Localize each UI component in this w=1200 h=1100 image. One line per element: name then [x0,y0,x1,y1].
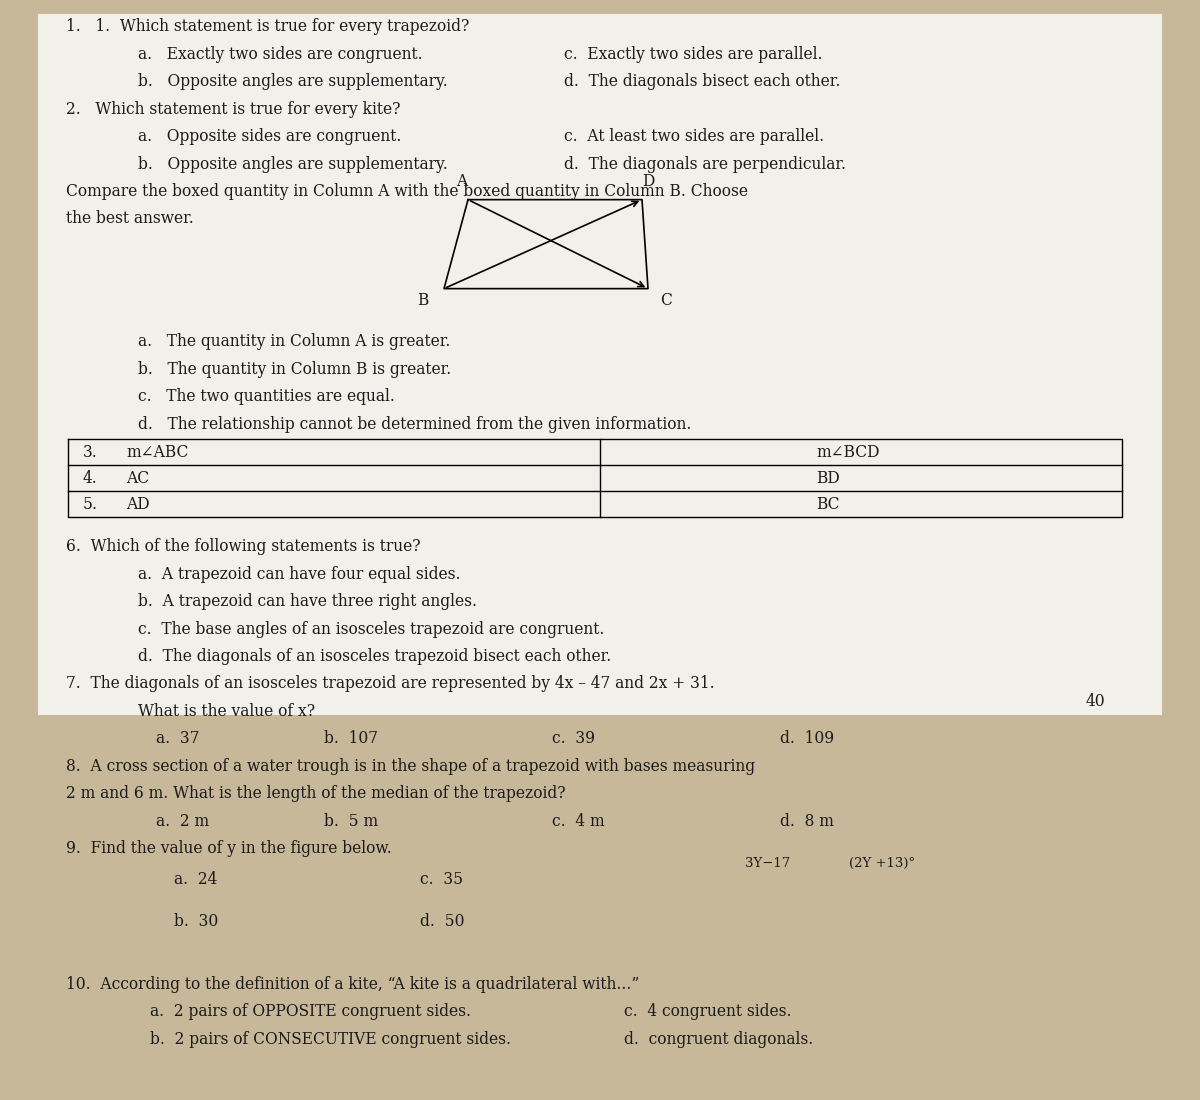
Text: A: A [456,173,468,190]
Text: b.  30: b. 30 [174,913,218,930]
Text: b.  2 pairs of CONSECUTIVE congruent sides.: b. 2 pairs of CONSECUTIVE congruent side… [150,1031,511,1047]
Text: a.  A trapezoid can have four equal sides.: a. A trapezoid can have four equal sides… [138,565,461,583]
Text: B: B [416,293,428,309]
Text: c.  4 m: c. 4 m [552,813,605,829]
Text: b.  107: b. 107 [324,730,378,748]
Text: b.   Opposite angles are supplementary.: b. Opposite angles are supplementary. [138,155,448,173]
Text: 1.   1.  Which statement is true for every trapezoid?: 1. 1. Which statement is true for every … [66,18,469,35]
Text: 10.  According to the definition of a kite, “A kite is a quadrilateral with...”: 10. According to the definition of a kit… [66,976,640,992]
Text: d.  109: d. 109 [780,730,834,748]
Text: c.  The base angles of an isosceles trapezoid are congruent.: c. The base angles of an isosceles trape… [138,620,605,638]
Text: AC: AC [126,470,149,487]
Text: c.  4 congruent sides.: c. 4 congruent sides. [624,1003,792,1020]
Text: b.  A trapezoid can have three right angles.: b. A trapezoid can have three right angl… [138,593,478,611]
Text: c.   The two quantities are equal.: c. The two quantities are equal. [138,388,395,406]
Text: BD: BD [816,470,840,487]
Text: BC: BC [816,496,840,513]
Text: 40: 40 [1086,693,1105,711]
Text: 2.   Which statement is true for every kite?: 2. Which statement is true for every kit… [66,100,401,118]
Text: d.  The diagonals are perpendicular.: d. The diagonals are perpendicular. [564,155,846,173]
Text: d.  The diagonals of an isosceles trapezoid bisect each other.: d. The diagonals of an isosceles trapezo… [138,648,611,666]
Text: b.   The quantity in Column B is greater.: b. The quantity in Column B is greater. [138,361,451,378]
Text: m∠ABC: m∠ABC [126,443,188,461]
Text: d.  congruent diagonals.: d. congruent diagonals. [624,1031,814,1047]
Text: 2 m and 6 m. What is the length of the median of the trapezoid?: 2 m and 6 m. What is the length of the m… [66,785,565,802]
Text: a.   The quantity in Column A is greater.: a. The quantity in Column A is greater. [138,333,450,351]
FancyBboxPatch shape [38,14,1162,715]
Text: C: C [660,293,672,309]
Text: a.   Exactly two sides are congruent.: a. Exactly two sides are congruent. [138,45,422,63]
Text: 3.: 3. [83,443,97,461]
Text: 9.  Find the value of y in the figure below.: 9. Find the value of y in the figure bel… [66,840,391,857]
Text: a.  37: a. 37 [156,730,199,748]
Text: What is the value of x?: What is the value of x? [138,703,316,720]
Text: b.   Opposite angles are supplementary.: b. Opposite angles are supplementary. [138,73,448,90]
Text: c.  At least two sides are parallel.: c. At least two sides are parallel. [564,128,824,145]
Text: c.  35: c. 35 [420,870,463,888]
Text: b.  5 m: b. 5 m [324,813,378,829]
Text: d.  50: d. 50 [420,913,464,930]
Text: a.   Opposite sides are congruent.: a. Opposite sides are congruent. [138,128,401,145]
Text: a.  2 m: a. 2 m [156,813,209,829]
Text: m∠BCD: m∠BCD [816,443,880,461]
Text: 4.: 4. [83,470,97,487]
Text: (2Y +13)°: (2Y +13)° [848,857,916,870]
Text: 8.  A cross section of a water trough is in the shape of a trapezoid with bases : 8. A cross section of a water trough is … [66,758,755,774]
Text: AD: AD [126,496,150,513]
Text: 5.: 5. [83,496,98,513]
Text: c.  39: c. 39 [552,730,595,748]
Text: d.  The diagonals bisect each other.: d. The diagonals bisect each other. [564,73,840,90]
Text: Compare the boxed quantity in Column A with the boxed quantity in Column B. Choo: Compare the boxed quantity in Column A w… [66,183,748,200]
Text: 6.  Which of the following statements is true?: 6. Which of the following statements is … [66,538,421,556]
Text: the best answer.: the best answer. [66,210,193,228]
Text: c.  Exactly two sides are parallel.: c. Exactly two sides are parallel. [564,45,822,63]
Text: 3Y−17: 3Y−17 [745,857,791,870]
Text: a.  24: a. 24 [174,870,217,888]
Text: d.  8 m: d. 8 m [780,813,834,829]
Text: D: D [642,173,654,190]
Text: d.   The relationship cannot be determined from the given information.: d. The relationship cannot be determined… [138,416,691,433]
Text: 7.  The diagonals of an isosceles trapezoid are represented by 4x – 47 and 2x + : 7. The diagonals of an isosceles trapezo… [66,675,715,693]
Text: a.  2 pairs of OPPOSITE congruent sides.: a. 2 pairs of OPPOSITE congruent sides. [150,1003,470,1020]
